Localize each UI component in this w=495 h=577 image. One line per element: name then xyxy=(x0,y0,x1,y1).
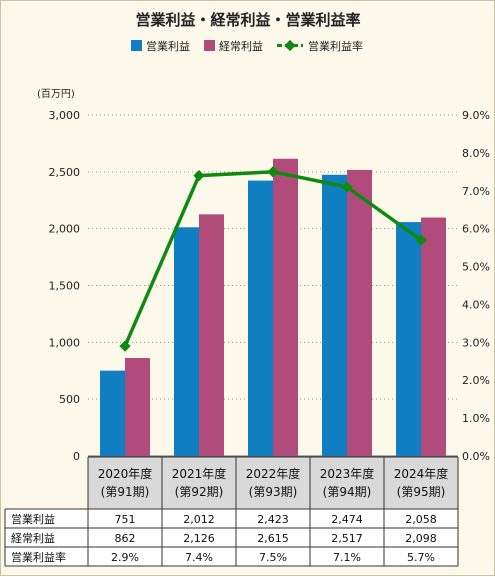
legend-swatch-0 xyxy=(131,40,142,51)
y-tick-label: 1,000 xyxy=(49,336,81,349)
bar-ordinary-profit xyxy=(421,217,446,456)
bars xyxy=(100,158,446,457)
table-cell: 2,423 xyxy=(257,513,289,526)
table-cell: 2,058 xyxy=(405,513,437,526)
y-tick-label: 500 xyxy=(59,393,80,406)
table-row-header: 営業利益 xyxy=(11,512,55,526)
category-sublabel: (第92期) xyxy=(175,485,224,499)
category-label: 2022年度 xyxy=(246,466,301,481)
table-cell: 7.5% xyxy=(259,551,287,564)
rate-line xyxy=(119,166,427,352)
rate-point xyxy=(341,181,353,193)
category-sublabel: (第94期) xyxy=(323,485,372,499)
category-label: 2023年度 xyxy=(320,466,375,481)
table-row-header: 営業利益率 xyxy=(11,550,66,564)
data-table: 2020年度 (第91期) 2021年度 (第92期) 2022年度 (第93期) 2023… xyxy=(4,456,459,567)
y2-tick-label: 4.0% xyxy=(462,298,490,311)
table-cell: 2,474 xyxy=(331,513,363,526)
table-cell: 5.7% xyxy=(407,551,435,564)
y-tick-label: 1,500 xyxy=(49,280,81,293)
bar-ordinary-profit xyxy=(199,214,224,456)
y-tick-label: 2,000 xyxy=(49,223,81,236)
y-unit-label: (百万円) xyxy=(37,88,75,100)
y2-tick-label: 2.0% xyxy=(462,374,490,387)
table-cell: 2.9% xyxy=(111,551,139,564)
bar-ordinary-profit xyxy=(347,169,372,456)
legend-swatch-1 xyxy=(204,40,215,51)
rate-point xyxy=(193,169,205,182)
y2-tick-label: 1.0% xyxy=(462,412,490,425)
table-cell: 2,615 xyxy=(257,532,289,545)
legend-label-0: 営業利益 xyxy=(146,39,190,53)
rate-point xyxy=(415,234,427,246)
category-label: 2021年度 xyxy=(172,466,227,481)
category-label: 2024年度 xyxy=(394,466,449,481)
bar-operating-profit xyxy=(322,174,347,456)
table-header-bg xyxy=(88,457,458,509)
bar-operating-profit xyxy=(396,222,421,456)
bar-ordinary-profit xyxy=(273,158,298,457)
category-sublabel: (第95期) xyxy=(397,485,446,499)
y2-tick-label: 0.0% xyxy=(462,450,490,463)
bar-operating-profit xyxy=(100,370,125,456)
category-label: 2020年度 xyxy=(98,466,153,481)
bar-ordinary-profit xyxy=(125,358,150,456)
table-cell: 2,126 xyxy=(183,532,215,545)
y-tick-label: 2,500 xyxy=(49,166,81,179)
table-body-bg xyxy=(5,509,458,566)
y2-tick-label: 5.0% xyxy=(462,261,490,274)
table-cell: 751 xyxy=(115,513,136,526)
y2-tick-label: 3.0% xyxy=(462,336,490,349)
table-cell: 7.4% xyxy=(185,551,213,564)
category-sublabel: (第93期) xyxy=(249,485,298,499)
table-cell: 862 xyxy=(115,532,136,545)
bar-operating-profit xyxy=(248,180,273,456)
y-tick-label: 3,000 xyxy=(49,109,81,122)
legend-marker-swatch xyxy=(284,39,296,52)
legend-label-2: 営業利益率 xyxy=(308,39,363,53)
y-axis-right: 0.0% 1.0% 2.0% 3.0% 4.0% 5.0% 6.0% 7.0% 8.0% 9.0% xyxy=(462,109,490,463)
table-cell: 7.1% xyxy=(333,551,361,564)
table-cell: 2,098 xyxy=(405,532,437,545)
legend-label-1: 経常利益 xyxy=(219,39,263,53)
rate-point xyxy=(267,166,279,178)
bar-operating-profit xyxy=(174,227,199,456)
y2-tick-label: 8.0% xyxy=(462,147,490,160)
table-cell: 2,012 xyxy=(183,513,215,526)
category-sublabel: (第91期) xyxy=(101,485,150,499)
table-cell: 2,517 xyxy=(331,532,363,545)
y-tick-label: 0 xyxy=(73,450,80,463)
chart-title: 営業利益・経常利益・営業利益率 xyxy=(135,11,360,29)
y2-tick-label: 9.0% xyxy=(462,109,490,122)
y2-tick-label: 7.0% xyxy=(462,185,490,198)
y-axis-left: 0 500 1,000 1,500 2,000 2,500 3,000 xyxy=(49,109,81,463)
y2-tick-label: 6.0% xyxy=(462,223,490,236)
legend: 営業利益 経常利益 営業利益率 xyxy=(131,39,363,53)
table-row-header: 経常利益 xyxy=(11,531,55,545)
